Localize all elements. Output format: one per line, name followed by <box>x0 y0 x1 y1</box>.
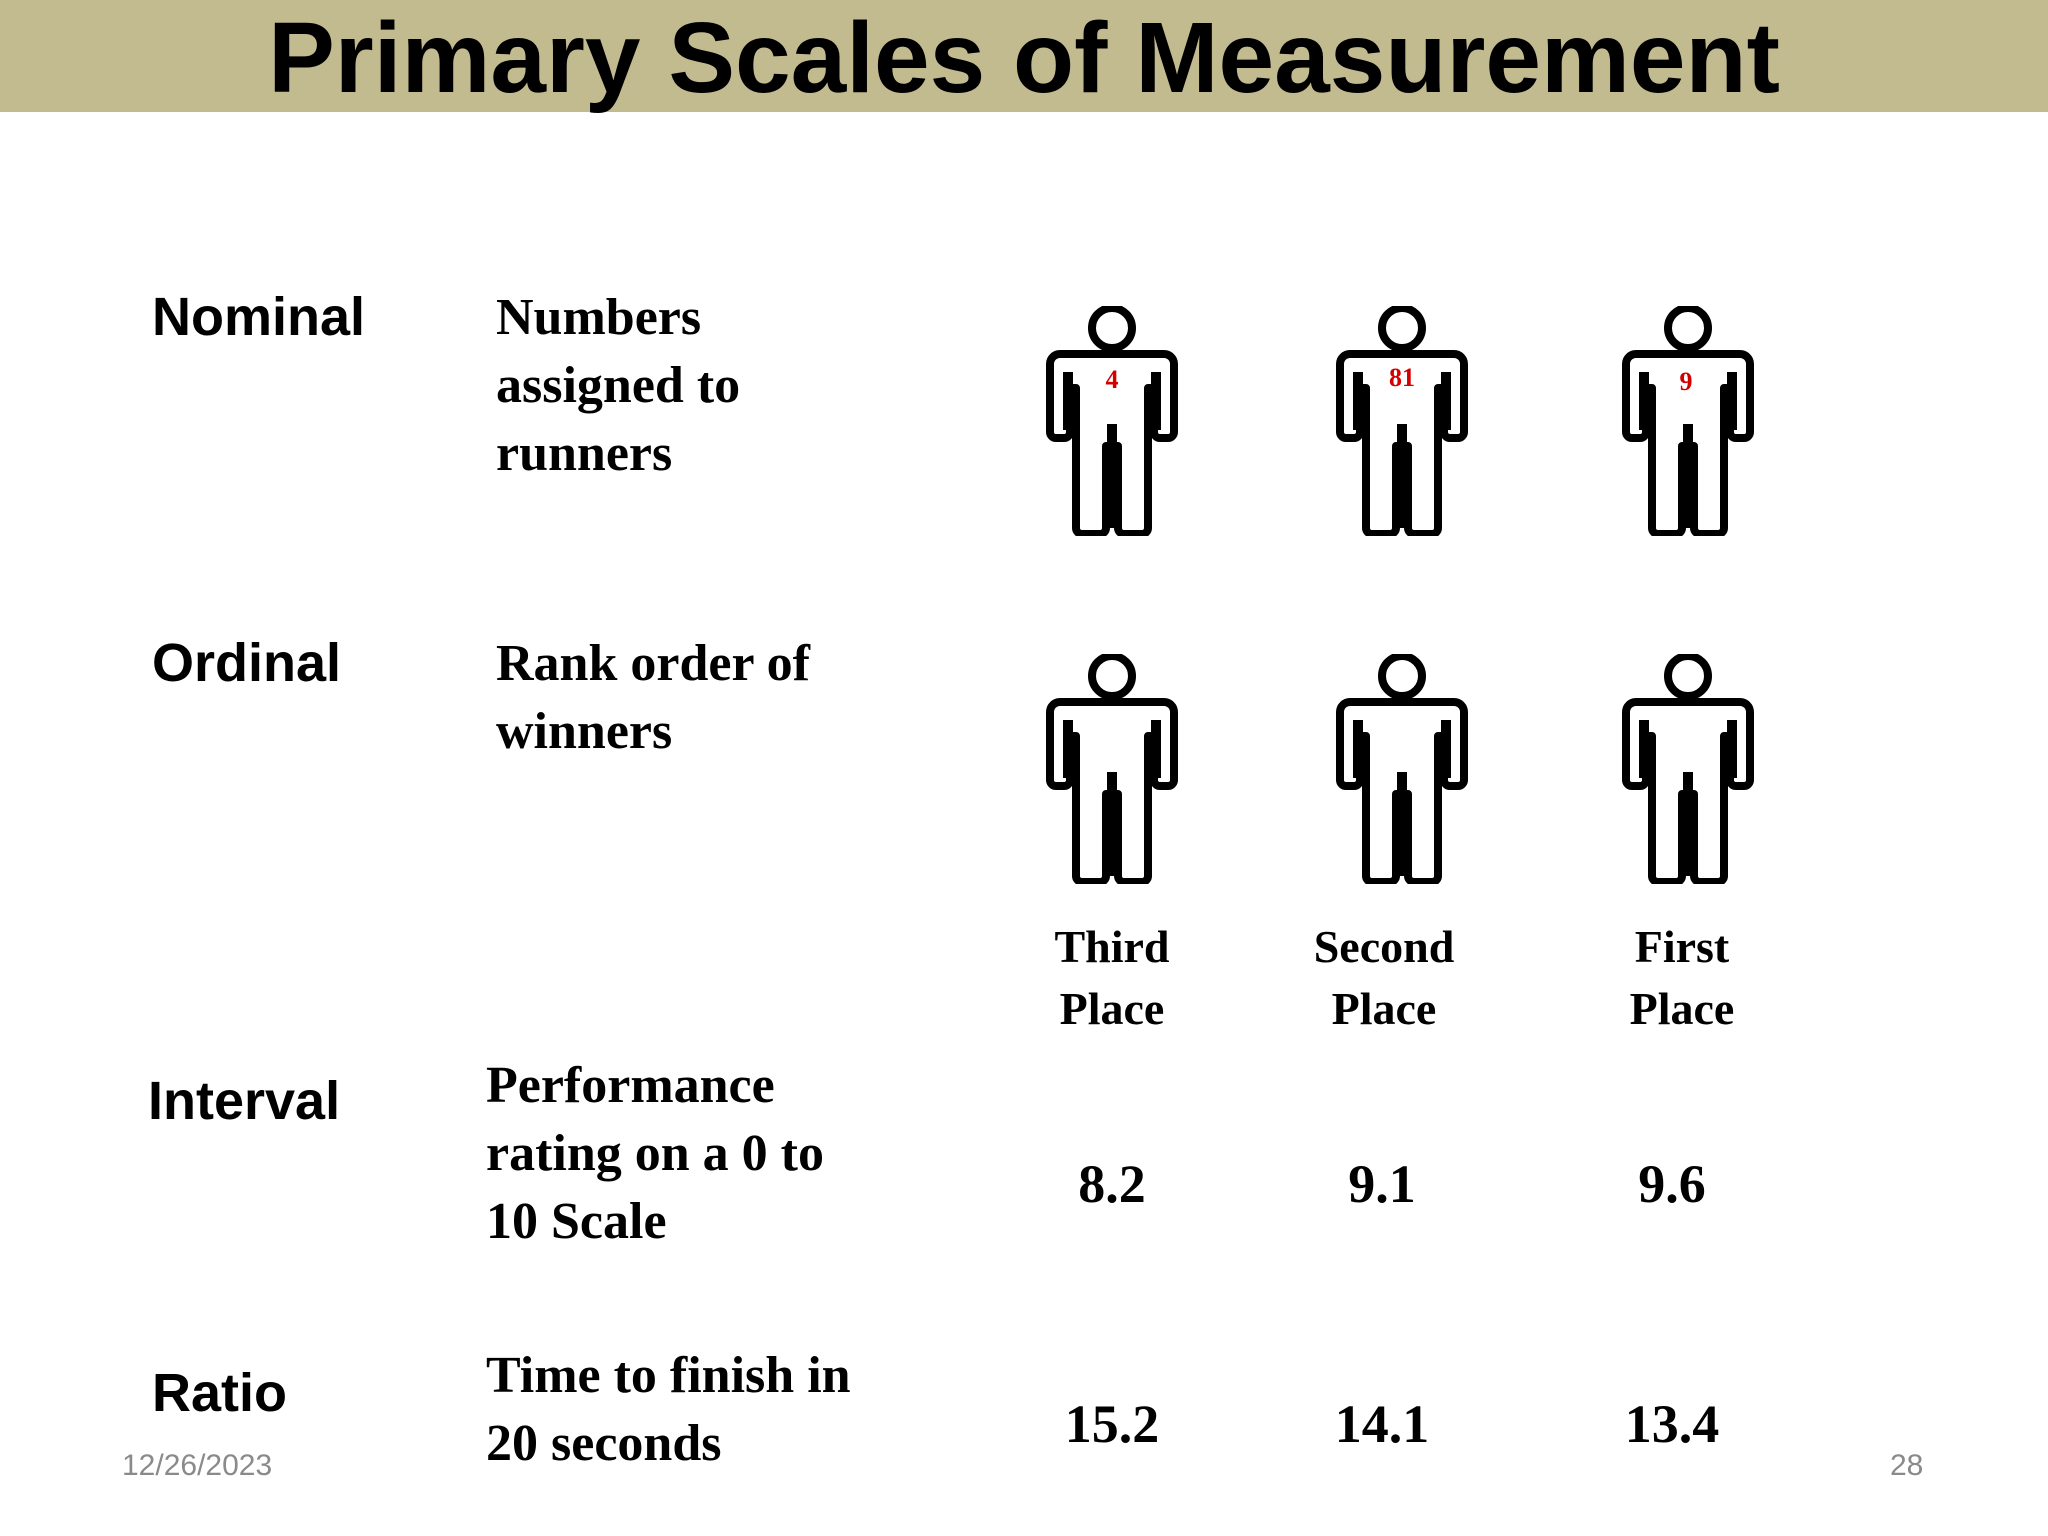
page-number: 28 <box>1890 1449 1924 1482</box>
scale-name-interval: Interval <box>148 1071 341 1131</box>
person-icon <box>1340 308 1464 534</box>
ordinal-figure-2 <box>1332 654 1472 884</box>
interval-value-3: 9.6 <box>1638 1154 1706 1214</box>
person-icon <box>1050 656 1174 882</box>
runner-figure-2: 81 <box>1332 306 1472 536</box>
footer-date: 12/26/2023 <box>122 1449 273 1482</box>
place-label-third: Third Place <box>1054 921 1170 1034</box>
ratio-value-3: 13.4 <box>1624 1394 1720 1454</box>
place-label-first: First Place <box>1629 921 1735 1034</box>
runner-bib-2: 81 <box>1389 363 1415 392</box>
scale-desc-ordinal: Rank order of winners <box>496 635 810 760</box>
scale-desc-ratio: Time to finish in 20 seconds <box>486 1347 851 1472</box>
runner-figure-3: 9 <box>1618 306 1758 536</box>
slide-title: Primary Scales of Measurement <box>268 2 1780 114</box>
ordinal-figure-1 <box>1042 654 1182 884</box>
person-icon <box>1340 656 1464 882</box>
ratio-value-2: 14.1 <box>1334 1394 1430 1454</box>
person-icon <box>1626 656 1750 882</box>
ratio-value-1: 15.2 <box>1064 1394 1160 1454</box>
title-bar <box>0 0 2048 112</box>
scale-desc-nominal: Numbers assigned to runners <box>496 289 741 482</box>
runner-bib-3: 9 <box>1680 367 1693 396</box>
interval-value-1: 8.2 <box>1078 1154 1146 1214</box>
person-icon <box>1050 308 1174 534</box>
ordinal-figure-3 <box>1618 654 1758 884</box>
runner-bib-1: 4 <box>1106 365 1119 394</box>
scale-name-ordinal: Ordinal <box>152 633 342 693</box>
person-icon <box>1626 308 1750 534</box>
runner-figure-1: 4 <box>1042 306 1182 536</box>
interval-value-2: 9.1 <box>1348 1154 1416 1214</box>
place-label-second: Second Place <box>1313 921 1455 1034</box>
scale-desc-interval: Performance rating on a 0 to 10 Scale <box>486 1057 824 1250</box>
scale-name-nominal: Nominal <box>152 287 366 347</box>
scale-name-ratio: Ratio <box>152 1363 287 1423</box>
